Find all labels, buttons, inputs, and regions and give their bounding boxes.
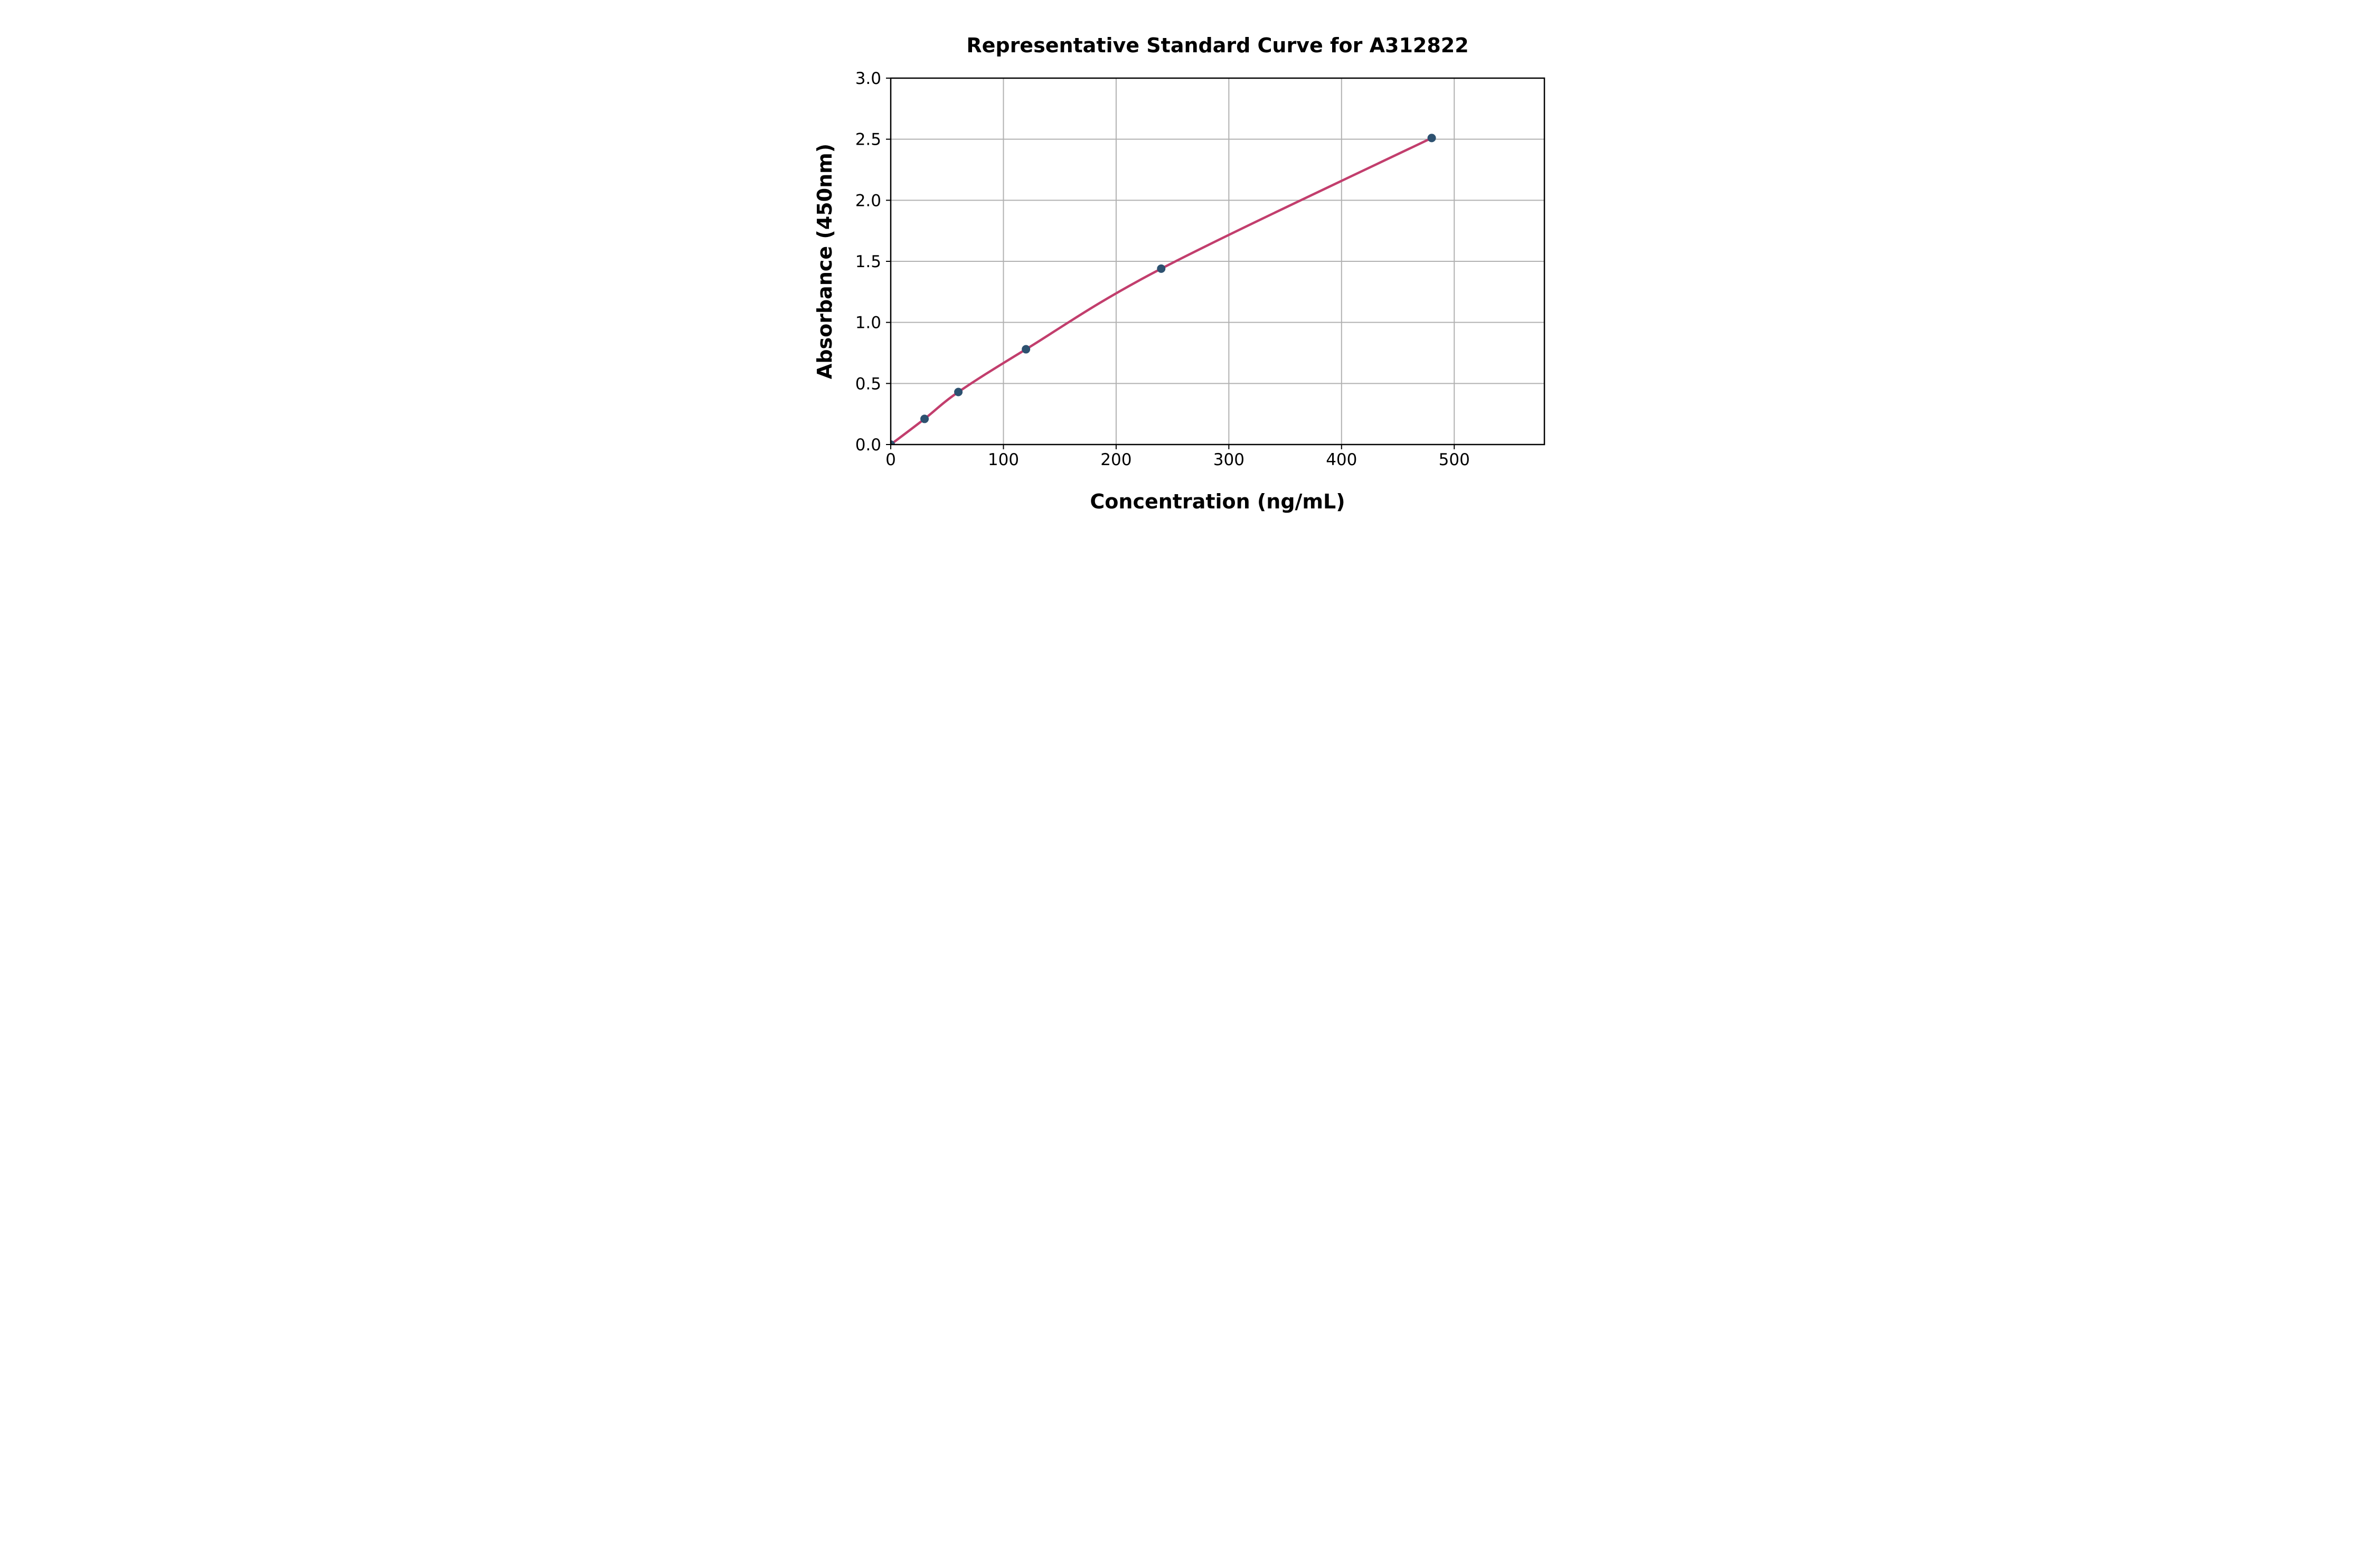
y-tick-label: 0.0 (855, 436, 881, 455)
data-point (1427, 134, 1436, 143)
y-axis-label: Absorbance (450nm) (813, 144, 836, 379)
x-tick-label: 100 (988, 450, 1019, 469)
axis-tick-labels: 0 100 200 300 400 500 0.0 0.5 1.0 1.5 2.0 2.5 3.0 (855, 69, 1470, 469)
chart-title: Representative Standard Curve for A31282… (966, 34, 1468, 57)
x-axis-label: Concentration (ng/mL) (1090, 490, 1345, 513)
gridlines (890, 78, 1544, 445)
y-tick-label: 1.0 (855, 314, 881, 333)
data-point (954, 388, 963, 396)
figure: 0 100 200 300 400 500 0.0 0.5 1.0 1.5 2.0 2.5 3.0 Re… (792, 0, 1584, 523)
x-tick-label: 300 (1213, 450, 1244, 469)
x-tick-label: 0 (885, 450, 896, 469)
x-tick-label: 500 (1439, 450, 1470, 469)
data-point (920, 414, 929, 423)
y-tick-label: 1.5 (855, 252, 881, 271)
y-tick-label: 3.0 (855, 69, 881, 88)
x-tick-label: 400 (1326, 450, 1357, 469)
data-point (1157, 264, 1166, 273)
axis-ticks (886, 78, 1455, 449)
y-tick-label: 2.0 (855, 191, 881, 210)
y-tick-label: 0.5 (855, 374, 881, 393)
y-tick-label: 2.5 (855, 130, 881, 149)
x-tick-label: 200 (1100, 450, 1132, 469)
data-point (1022, 345, 1031, 354)
standard-curve-line (890, 137, 1433, 445)
standard-curve-chart: 0 100 200 300 400 500 0.0 0.5 1.0 1.5 2.0 2.5 3.0 Re… (813, 34, 1545, 513)
